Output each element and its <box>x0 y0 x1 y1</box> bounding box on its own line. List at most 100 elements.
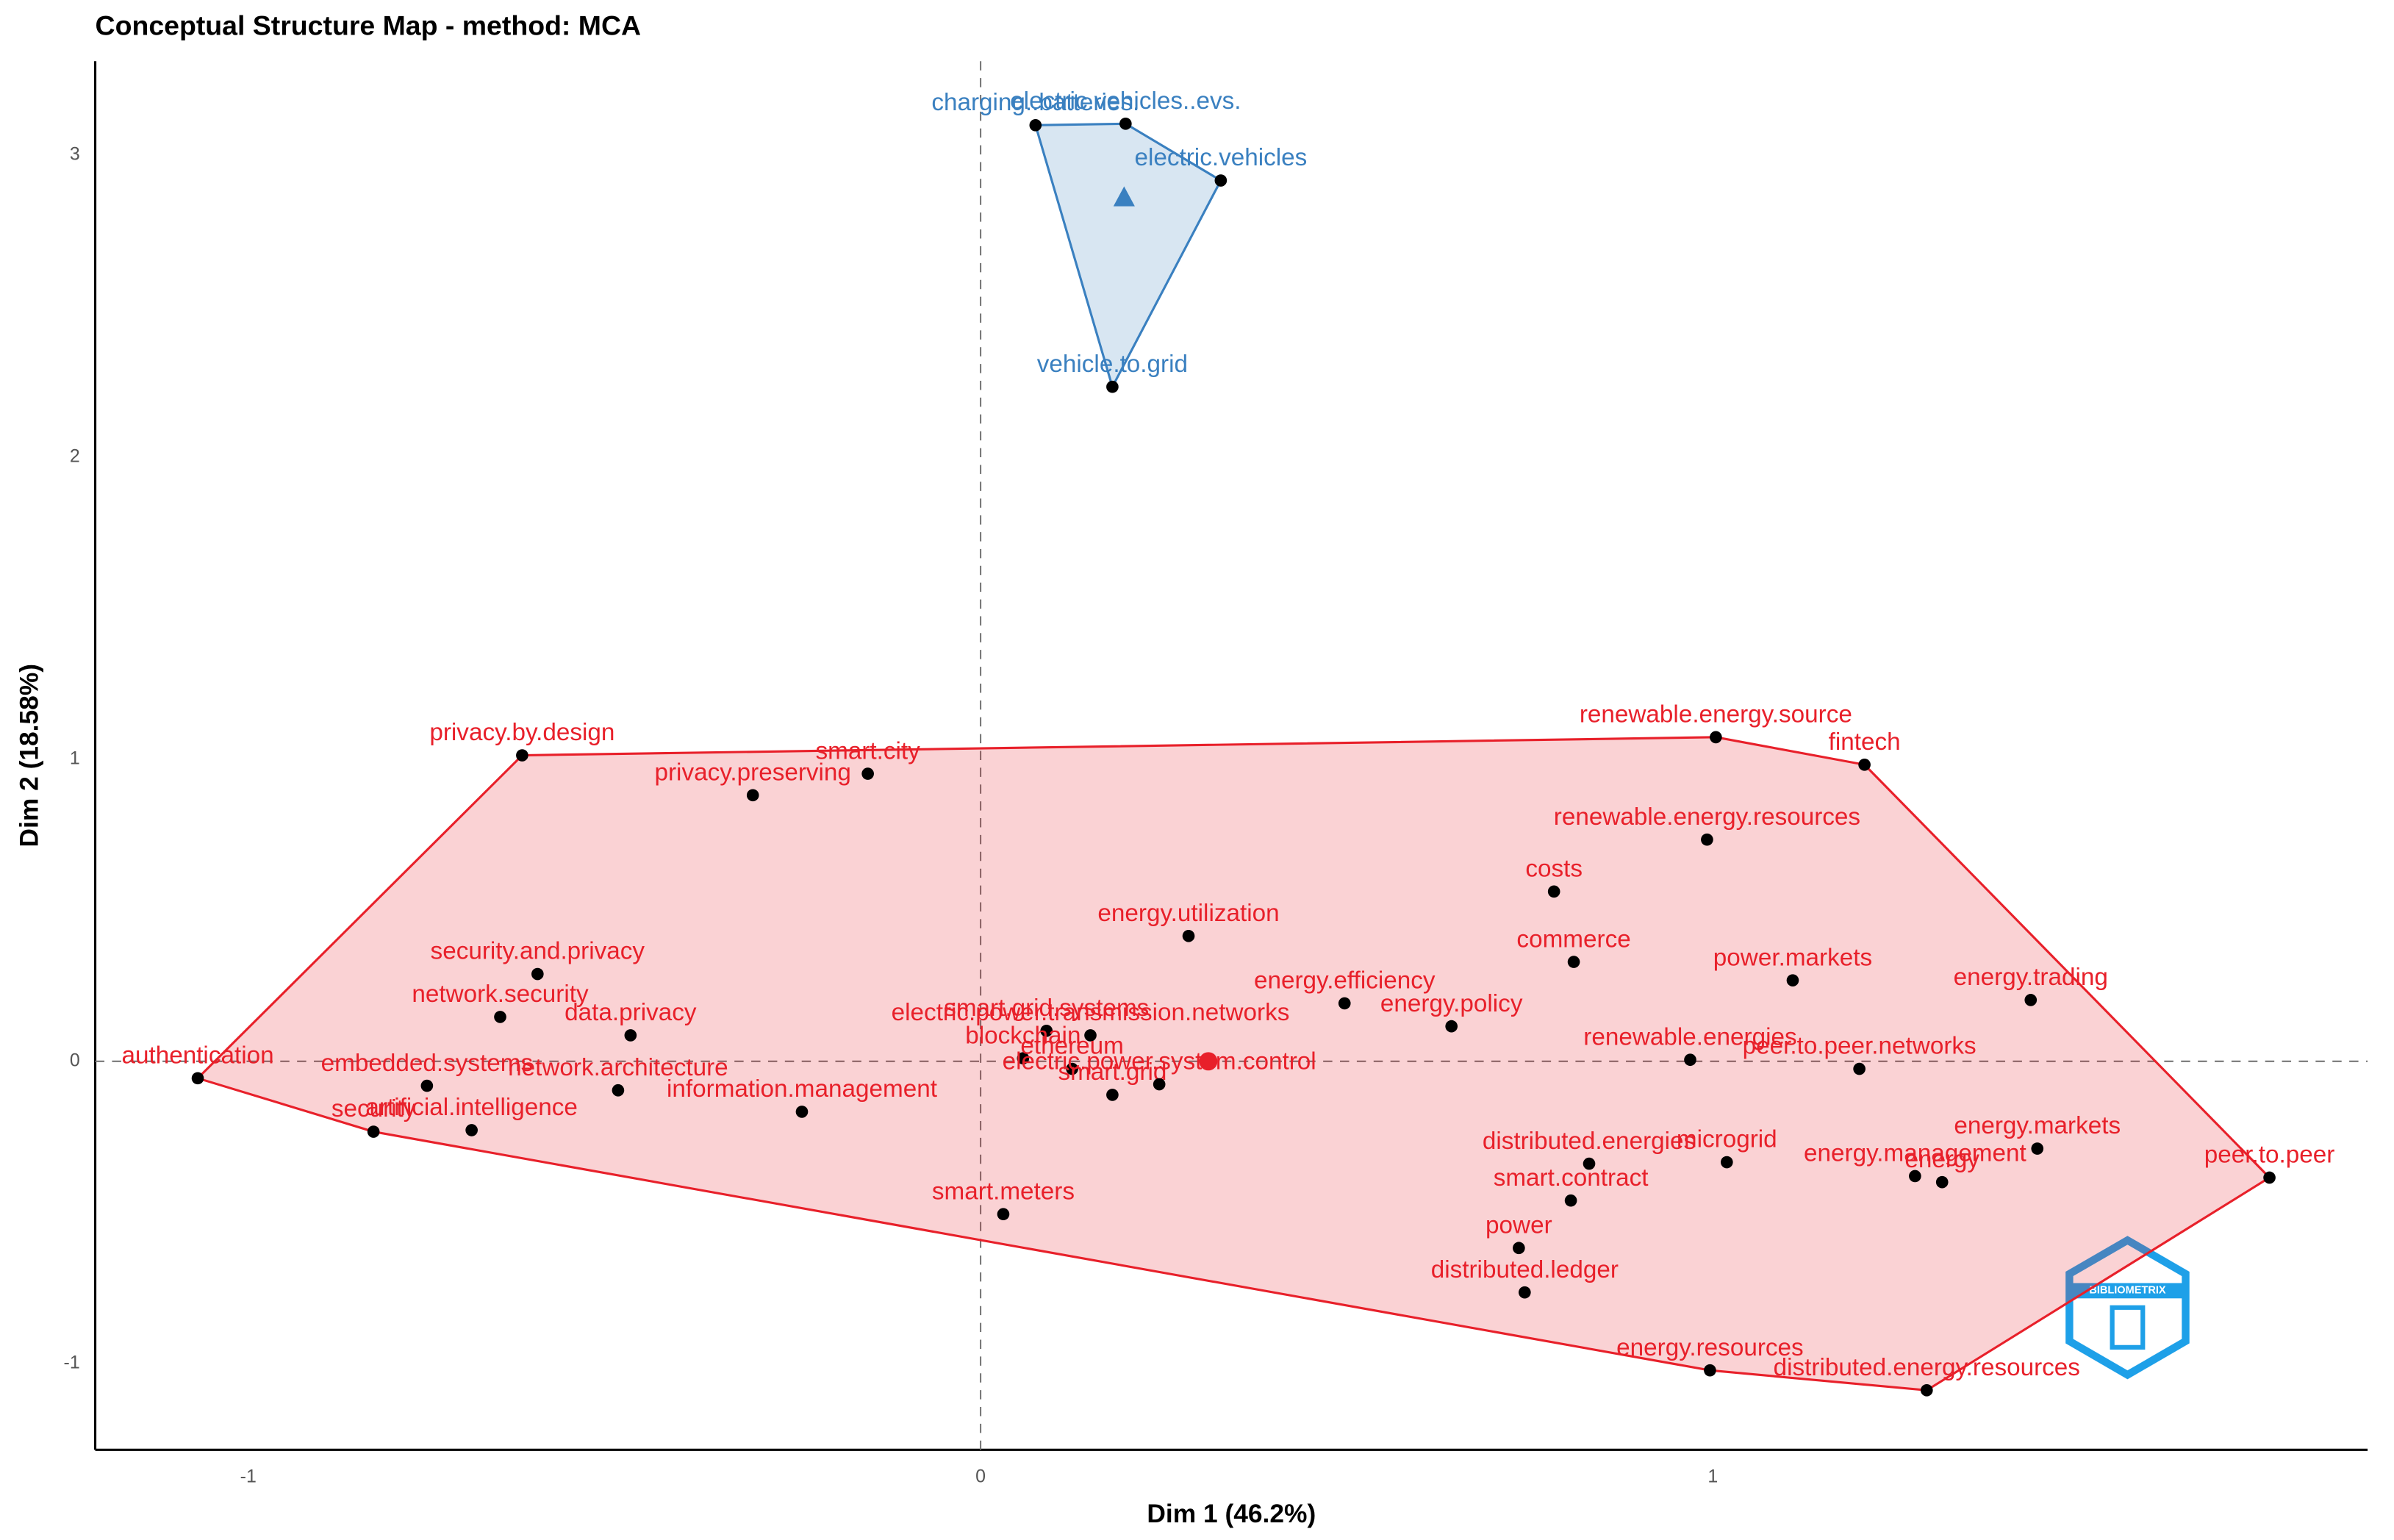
logo-band <box>2069 1283 2186 1299</box>
point-label: microgrid <box>1677 1126 1777 1153</box>
point <box>1519 1286 1531 1299</box>
point <box>1153 1078 1166 1091</box>
point <box>1029 119 1042 132</box>
y-tick-label: 0 <box>70 1050 80 1070</box>
chart-title: Conceptual Structure Map - method: MCA <box>96 10 642 40</box>
point <box>1066 1062 1078 1075</box>
logo: BIBLIOMETRIX <box>2065 1236 2190 1380</box>
point <box>1106 380 1119 393</box>
point <box>1701 833 1713 846</box>
point <box>1214 174 1228 187</box>
point <box>2024 994 2038 1006</box>
point <box>861 767 874 780</box>
point-label: commerce <box>1516 925 1630 953</box>
point <box>1704 1364 1716 1377</box>
point-label: renewable.energies <box>1583 1023 1796 1050</box>
point <box>795 1106 809 1118</box>
point-label: distributed.ledger <box>1431 1256 1619 1283</box>
point-label: network.security <box>412 981 589 1008</box>
x-tick-label: -1 <box>240 1466 257 1486</box>
y-tick-label: 2 <box>70 446 80 467</box>
point <box>1084 1029 1097 1042</box>
point-label: data.privacy <box>565 999 697 1026</box>
point <box>1119 117 1132 130</box>
point-label: fintech <box>1829 728 1901 756</box>
point <box>1920 1383 1933 1397</box>
y-tick-label: 3 <box>70 144 80 165</box>
point-label: energy.efficiency <box>1254 967 1436 995</box>
point-label: peer.to.peer.networks <box>1743 1033 1977 1060</box>
point <box>746 789 759 802</box>
point-label: smart.meters <box>932 1178 1075 1205</box>
point-label: energy <box>1904 1146 1979 1173</box>
point <box>367 1125 380 1138</box>
point-label: vehicle.to.grid <box>1037 351 1188 378</box>
point <box>1182 929 1195 942</box>
point <box>1547 885 1560 898</box>
point <box>1786 974 1799 986</box>
x-tick-label: 1 <box>1707 1466 1718 1486</box>
point <box>1338 997 1351 1010</box>
point <box>2263 1171 2276 1184</box>
point-label: distributed.energy.resources <box>1774 1354 2080 1381</box>
point <box>1106 1089 1119 1101</box>
point-label: charging..batteries. <box>931 89 1139 116</box>
point-label: peer.to.peer <box>2204 1142 2335 1169</box>
point-label: energy.policy <box>1380 990 1523 1017</box>
point-label: power.markets <box>1713 944 1872 971</box>
point <box>1040 1024 1053 1037</box>
logo-text: BIBLIOMETRIX <box>2089 1285 2166 1297</box>
point-label: smart.contract <box>1494 1164 1649 1192</box>
point-label: distributed.energies <box>1483 1128 1696 1155</box>
point-label: energy.trading <box>1954 964 2108 991</box>
point <box>1564 1194 1577 1207</box>
point <box>494 1011 506 1023</box>
point-label: privacy.preserving <box>654 759 850 786</box>
point <box>1720 1156 1733 1169</box>
point-label: network.architecture <box>508 1054 728 1081</box>
point-label: smart.city <box>815 737 920 764</box>
point <box>1909 1170 1921 1183</box>
point <box>1853 1062 1866 1075</box>
point <box>1445 1020 1458 1033</box>
point-label: blockchain <box>965 1022 1080 1049</box>
point <box>612 1084 625 1097</box>
point-label: energy.management <box>1804 1140 2026 1167</box>
point-label: embedded.systems <box>321 1050 533 1077</box>
point-label: smart.grid <box>1058 1059 1166 1086</box>
point <box>624 1029 637 1042</box>
point <box>1017 1052 1030 1065</box>
y-tick-label: 1 <box>70 748 80 768</box>
x-tick-label: 0 <box>975 1466 986 1486</box>
point <box>1935 1175 1949 1189</box>
centroid <box>1199 1052 1218 1071</box>
point-label: authentication <box>121 1042 273 1069</box>
point-label: renewable.energy.source <box>1580 701 1852 728</box>
point-label: electric.vehicles <box>1134 144 1307 171</box>
point <box>1684 1053 1696 1067</box>
logo-hex <box>2065 1236 2190 1380</box>
point-label: artificial.intelligence <box>365 1094 577 1121</box>
logo-body <box>2110 1305 2146 1350</box>
point <box>1513 1242 1525 1255</box>
y-axis-label: Dim 2 (18.58%) <box>15 664 44 848</box>
x-axis-label: Dim 1 (46.2%) <box>1147 1500 1316 1528</box>
point-label: electric.power.system.control <box>1003 1048 1316 1075</box>
point <box>997 1208 1010 1221</box>
point <box>1567 956 1580 968</box>
point <box>1583 1157 1596 1170</box>
centroid <box>1113 186 1135 207</box>
point <box>420 1079 434 1092</box>
point-label: energy.utilization <box>1097 900 1279 927</box>
point-label: power <box>1486 1211 1552 1239</box>
point <box>2031 1142 2044 1155</box>
point <box>191 1072 204 1085</box>
point-label: ethereum <box>1020 1033 1124 1060</box>
point-label: costs <box>1525 856 1583 883</box>
point <box>1710 731 1722 744</box>
point <box>1858 758 1871 771</box>
point-label: energy.markets <box>1954 1112 2121 1139</box>
point <box>516 749 528 762</box>
